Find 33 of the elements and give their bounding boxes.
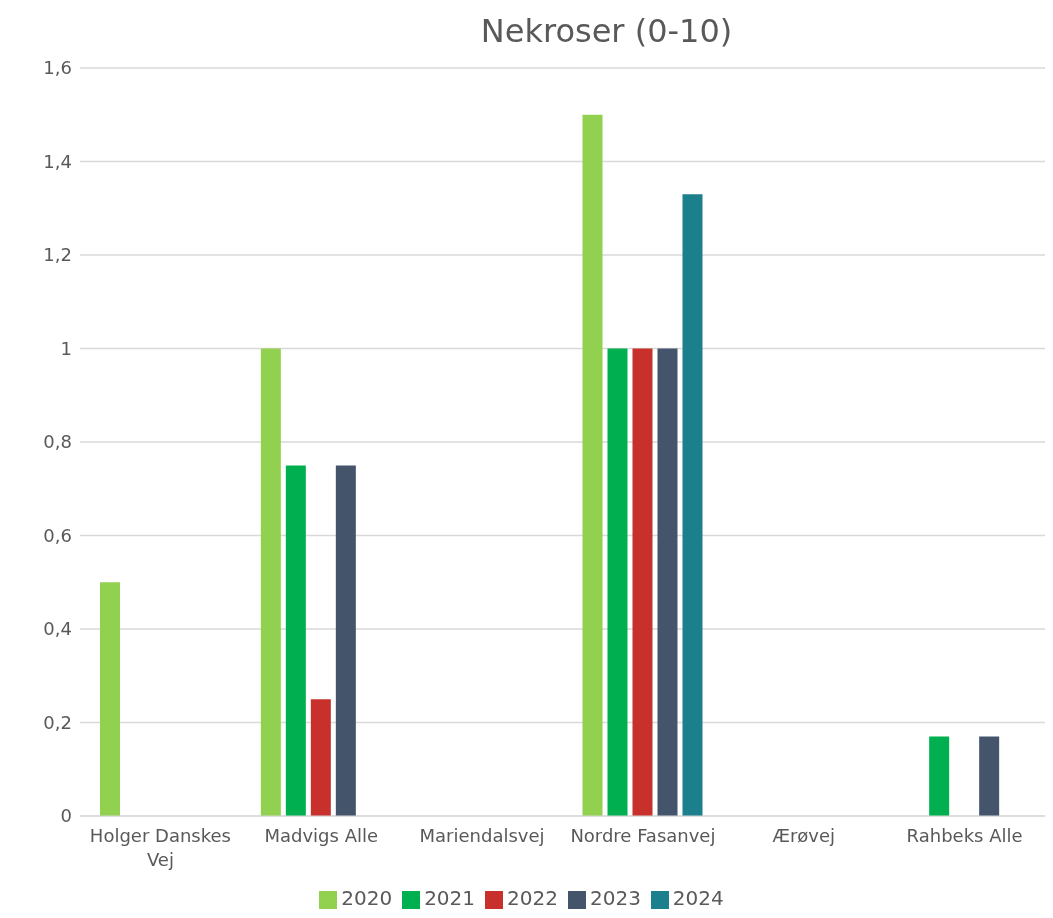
bar [100, 582, 120, 816]
bar [682, 194, 703, 816]
legend-label: 2022 [507, 886, 558, 910]
y-tick-label: 0,2 [43, 711, 72, 733]
bar [260, 348, 281, 816]
y-tick-label: 1,2 [43, 244, 72, 266]
bar [285, 465, 306, 816]
bar [582, 114, 603, 816]
bar [657, 348, 678, 816]
x-tick-label: Holger Danskes Vej [89, 825, 231, 870]
legend-label: 2021 [424, 886, 476, 910]
x-tick-label: Rahbeks Alle [906, 825, 1023, 846]
bar [929, 736, 950, 816]
bar [335, 465, 356, 816]
x-tick-label: Madvigs Alle [264, 825, 379, 846]
x-tick-label: Mariendalsvej [419, 825, 545, 846]
y-tick-label: 1 [60, 337, 72, 359]
bar [632, 348, 653, 816]
y-tick-label: 0,4 [43, 618, 72, 640]
bar [979, 736, 1000, 816]
y-tick-label: 1,4 [43, 150, 72, 172]
x-tick-label: Nordre Fasanvej [570, 825, 716, 846]
bar [310, 699, 331, 816]
bar [607, 348, 628, 816]
legend-label: 2020 [341, 886, 393, 910]
y-tick-label: 0,8 [43, 431, 72, 453]
y-tick-label: 1,6 [43, 57, 72, 79]
chart-title: Nekroser (0-10) [479, 11, 734, 52]
y-tick-label: 0,6 [43, 524, 72, 546]
x-tick-label: Ærøvej [772, 825, 836, 846]
y-tick-label: 0 [60, 805, 72, 827]
legend-label: 2023 [589, 886, 641, 910]
legend-label: 2024 [672, 886, 724, 910]
